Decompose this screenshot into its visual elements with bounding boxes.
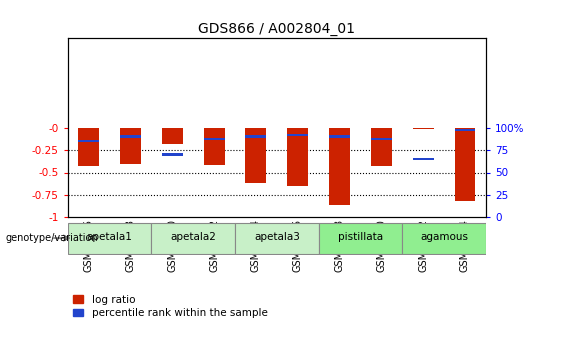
Bar xyxy=(203,128,225,165)
Bar xyxy=(454,129,475,131)
Legend: log ratio, percentile rank within the sample: log ratio, percentile rank within the sa… xyxy=(73,295,268,318)
Bar xyxy=(412,128,433,129)
Bar xyxy=(151,223,235,254)
Bar xyxy=(287,128,308,186)
Text: pistillata: pistillata xyxy=(338,233,383,242)
Bar xyxy=(402,223,486,254)
Bar xyxy=(329,136,350,138)
Bar xyxy=(329,128,350,205)
Bar xyxy=(235,223,319,254)
Text: genotype/variation: genotype/variation xyxy=(6,233,98,243)
Bar xyxy=(162,154,183,156)
Text: apetala1: apetala1 xyxy=(86,233,133,242)
Bar xyxy=(203,138,225,140)
Bar xyxy=(245,136,267,138)
Bar xyxy=(319,223,402,254)
Text: apetala2: apetala2 xyxy=(170,233,216,242)
Bar xyxy=(162,128,183,144)
Bar xyxy=(78,140,99,142)
Text: agamous: agamous xyxy=(420,233,468,242)
Bar xyxy=(412,158,433,160)
Bar xyxy=(371,138,392,140)
Bar xyxy=(68,223,151,254)
Bar xyxy=(78,128,99,166)
Text: apetala3: apetala3 xyxy=(254,233,300,242)
Bar xyxy=(287,134,308,136)
Bar xyxy=(454,128,475,201)
Bar xyxy=(120,136,141,138)
Bar xyxy=(371,128,392,166)
Bar xyxy=(120,128,141,164)
Bar xyxy=(245,128,267,183)
Title: GDS866 / A002804_01: GDS866 / A002804_01 xyxy=(198,21,355,36)
